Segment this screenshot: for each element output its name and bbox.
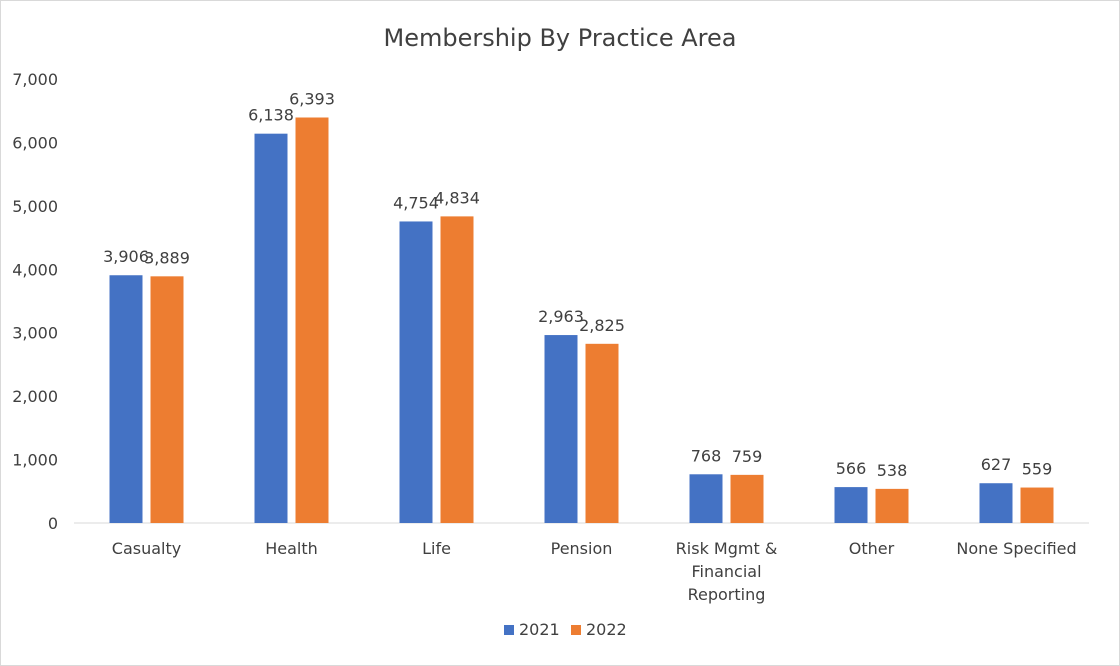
data-label: 3,906: [103, 247, 149, 266]
x-tick-label-line: Reporting: [688, 585, 766, 604]
legend-swatch: [571, 625, 581, 635]
x-tick-label: Other: [849, 539, 895, 558]
bar: [875, 488, 909, 523]
x-tick-label: Health: [265, 539, 318, 558]
bar: [150, 276, 184, 523]
category-labels-group: Casualty Health Life Pension Risk Mgmt & Fina…: [112, 539, 1077, 604]
bar: [544, 335, 578, 523]
x-tick-label-line: None Specified: [956, 539, 1076, 558]
y-tick-label: 7,000: [12, 70, 58, 89]
data-label: 2,825: [579, 316, 625, 335]
bar: [1020, 487, 1054, 523]
legend-swatch: [504, 625, 514, 635]
data-label: 538: [877, 461, 908, 480]
bar: [109, 275, 143, 523]
bar: [689, 474, 723, 523]
bar: [979, 483, 1013, 523]
x-tick-label: Casualty: [112, 539, 181, 558]
x-tick-label: Life: [422, 539, 451, 558]
y-tick-label: 1,000: [12, 451, 58, 470]
bar: [295, 117, 329, 523]
bar: [440, 216, 474, 523]
data-label: 768: [691, 446, 722, 465]
bar: [834, 487, 868, 523]
x-tick-label-line: Other: [849, 539, 895, 558]
data-label: 559: [1022, 460, 1053, 479]
legend-label: 2021: [519, 620, 560, 639]
bars-group: [109, 117, 1054, 524]
data-label: 6,393: [289, 90, 335, 109]
x-tick-label-line: Pension: [551, 539, 613, 558]
chart-title: Membership By Practice Area: [384, 24, 737, 52]
bar: [730, 474, 764, 523]
x-tick-label: None Specified: [956, 539, 1076, 558]
data-label: 4,834: [434, 188, 480, 207]
data-label: 566: [836, 459, 867, 478]
legend: 2021 2022: [504, 620, 627, 639]
y-tick-label: 5,000: [12, 197, 58, 216]
data-label: 4,754: [393, 193, 439, 212]
legend-label: 2022: [586, 620, 627, 639]
x-tick-label-line: Risk Mgmt &: [676, 539, 778, 558]
data-label: 3,889: [144, 248, 190, 267]
y-tick-label: 2,000: [12, 387, 58, 406]
x-tick-label: Pension: [551, 539, 613, 558]
data-label: 759: [732, 447, 763, 466]
x-tick-label-line: Health: [265, 539, 318, 558]
data-label: 2,963: [538, 307, 584, 326]
data-label: 627: [981, 455, 1012, 474]
x-tick-label-line: Life: [422, 539, 451, 558]
y-tick-label: 4,000: [12, 260, 58, 279]
y-tick-label: 3,000: [12, 324, 58, 343]
bar: [585, 343, 619, 523]
y-axis: 0 1,000 2,000 3,000 4,000 5,000 6,000 7,000: [12, 70, 58, 533]
data-label: 6,138: [248, 106, 294, 125]
x-tick-label-line: Casualty: [112, 539, 181, 558]
y-tick-label: 6,000: [12, 133, 58, 152]
x-tick-label-line: Financial: [691, 562, 761, 581]
bar: [399, 221, 433, 523]
bar: [254, 133, 288, 524]
y-tick-label: 0: [48, 514, 58, 533]
x-tick-label: Risk Mgmt & Financial Reporting: [676, 539, 778, 604]
